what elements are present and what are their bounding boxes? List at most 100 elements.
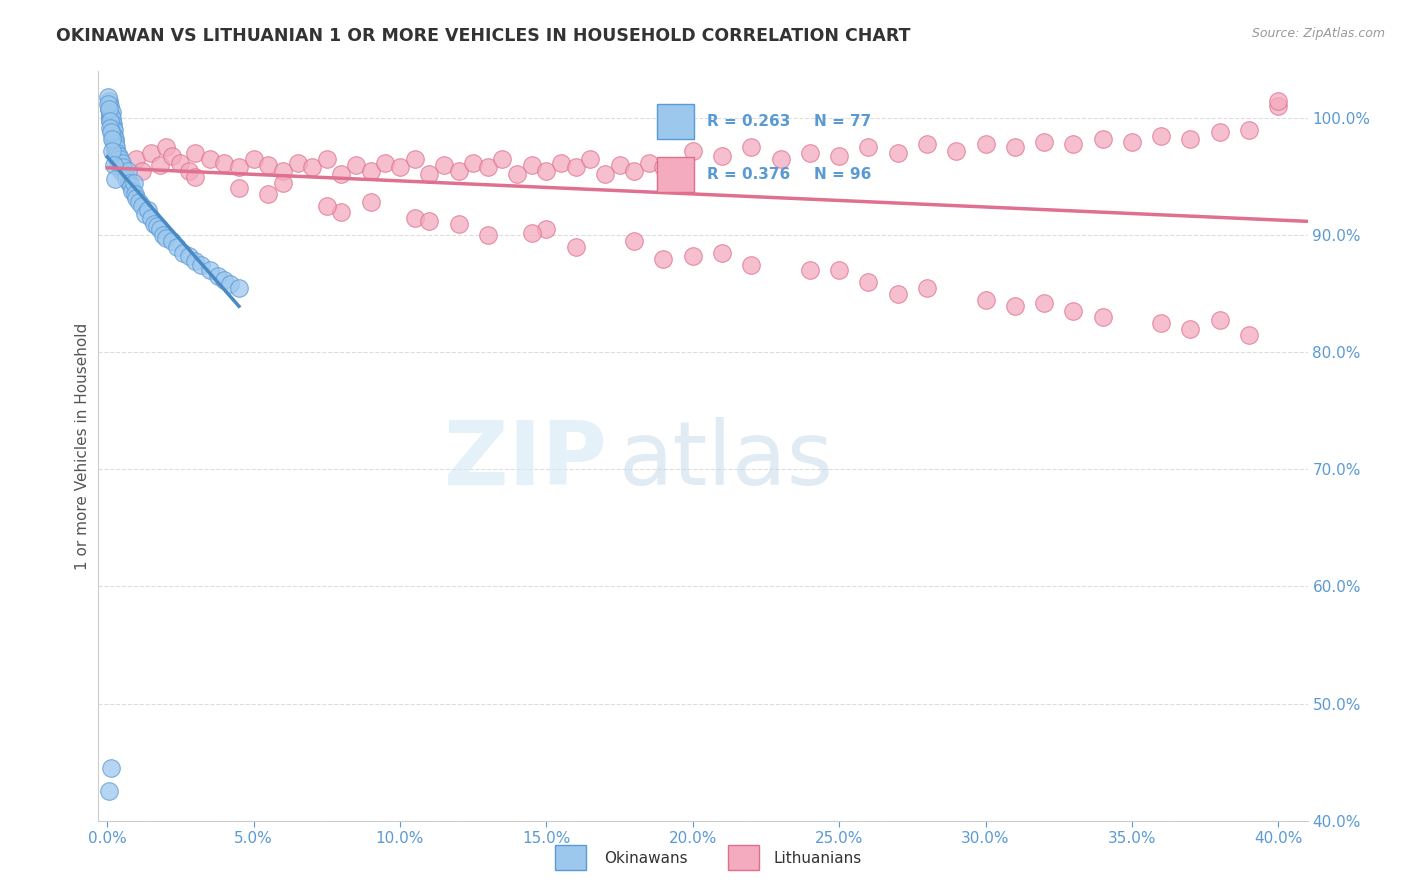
- Point: [104, 144, 127, 158]
- Point: [101, 128, 124, 143]
- Point: [915, 281, 938, 295]
- Point: [1091, 132, 1114, 146]
- Point: [166, 240, 188, 254]
- Text: Source: ZipAtlas.com: Source: ZipAtlas.com: [1251, 27, 1385, 40]
- Point: [799, 263, 821, 277]
- Point: [117, 164, 139, 178]
- Point: [160, 234, 183, 248]
- Point: [100, 105, 122, 120]
- Point: [740, 258, 762, 272]
- Point: [98, 105, 121, 120]
- Point: [179, 164, 201, 178]
- Text: OKINAWAN VS LITHUANIAN 1 OR MORE VEHICLES IN HOUSEHOLD CORRELATION CHART: OKINAWAN VS LITHUANIAN 1 OR MORE VEHICLE…: [56, 27, 911, 45]
- Point: [104, 149, 127, 163]
- Point: [108, 149, 131, 163]
- Point: [579, 152, 602, 166]
- Point: [100, 125, 122, 139]
- Point: [131, 199, 153, 213]
- Point: [828, 263, 851, 277]
- Point: [100, 117, 122, 131]
- Point: [418, 214, 440, 228]
- Point: [198, 263, 221, 277]
- Point: [550, 155, 572, 169]
- Point: [97, 90, 120, 104]
- Point: [107, 155, 129, 169]
- Point: [858, 140, 880, 154]
- Point: [491, 152, 513, 166]
- Point: [623, 164, 645, 178]
- Point: [179, 249, 201, 263]
- Point: [152, 228, 174, 243]
- Point: [101, 112, 124, 126]
- Point: [139, 211, 162, 225]
- Point: [101, 120, 124, 134]
- Point: [447, 217, 470, 231]
- Point: [257, 158, 280, 172]
- Point: [155, 140, 177, 154]
- Point: [125, 191, 148, 205]
- Point: [315, 199, 337, 213]
- Point: [207, 269, 229, 284]
- Point: [219, 277, 242, 292]
- Point: [477, 228, 499, 243]
- Point: [100, 108, 122, 122]
- Point: [652, 252, 675, 266]
- Point: [1180, 322, 1202, 336]
- Point: [477, 161, 499, 175]
- Point: [121, 184, 143, 198]
- Point: [100, 110, 122, 124]
- Point: [1237, 123, 1260, 137]
- Point: [1267, 94, 1289, 108]
- Point: [740, 140, 762, 154]
- Point: [1209, 125, 1232, 139]
- Point: [110, 164, 132, 178]
- Point: [111, 155, 134, 169]
- Point: [101, 120, 124, 135]
- Point: [945, 144, 967, 158]
- Point: [1209, 312, 1232, 326]
- Point: [463, 155, 485, 169]
- Point: [131, 164, 153, 178]
- Point: [103, 140, 125, 154]
- Point: [271, 176, 294, 190]
- Point: [134, 207, 156, 221]
- Point: [98, 112, 121, 126]
- Point: [609, 158, 631, 172]
- Point: [1004, 140, 1026, 154]
- Point: [98, 99, 121, 113]
- Point: [886, 146, 908, 161]
- Point: [101, 117, 124, 131]
- Point: [536, 222, 558, 236]
- Point: [652, 161, 675, 175]
- Point: [184, 254, 207, 268]
- Point: [214, 155, 236, 169]
- Point: [104, 172, 127, 186]
- Point: [125, 152, 148, 166]
- Point: [271, 164, 294, 178]
- Point: [114, 168, 136, 182]
- Point: [711, 245, 734, 260]
- Point: [103, 123, 125, 137]
- Point: [136, 202, 159, 217]
- Point: [682, 144, 704, 158]
- Point: [360, 164, 382, 178]
- Point: [228, 161, 250, 175]
- Point: [107, 146, 129, 161]
- Point: [388, 161, 411, 175]
- Point: [160, 149, 183, 163]
- Point: [1091, 310, 1114, 325]
- Point: [564, 161, 586, 175]
- Point: [103, 158, 125, 172]
- Point: [228, 181, 250, 195]
- Point: [100, 114, 122, 128]
- Point: [149, 158, 172, 172]
- Point: [769, 152, 792, 166]
- Point: [149, 222, 172, 236]
- Point: [112, 161, 135, 175]
- Point: [330, 168, 353, 182]
- Point: [886, 286, 908, 301]
- Point: [184, 169, 207, 184]
- Point: [974, 136, 997, 151]
- Point: [1004, 298, 1026, 313]
- Point: [97, 97, 120, 112]
